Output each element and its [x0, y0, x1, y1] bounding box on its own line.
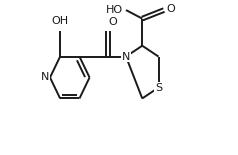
Text: N: N [122, 52, 130, 62]
Text: N: N [41, 73, 49, 82]
Text: O: O [109, 17, 117, 27]
Text: HO: HO [106, 5, 123, 15]
Text: OH: OH [52, 16, 69, 26]
Text: O: O [166, 4, 175, 13]
Text: S: S [155, 83, 162, 93]
